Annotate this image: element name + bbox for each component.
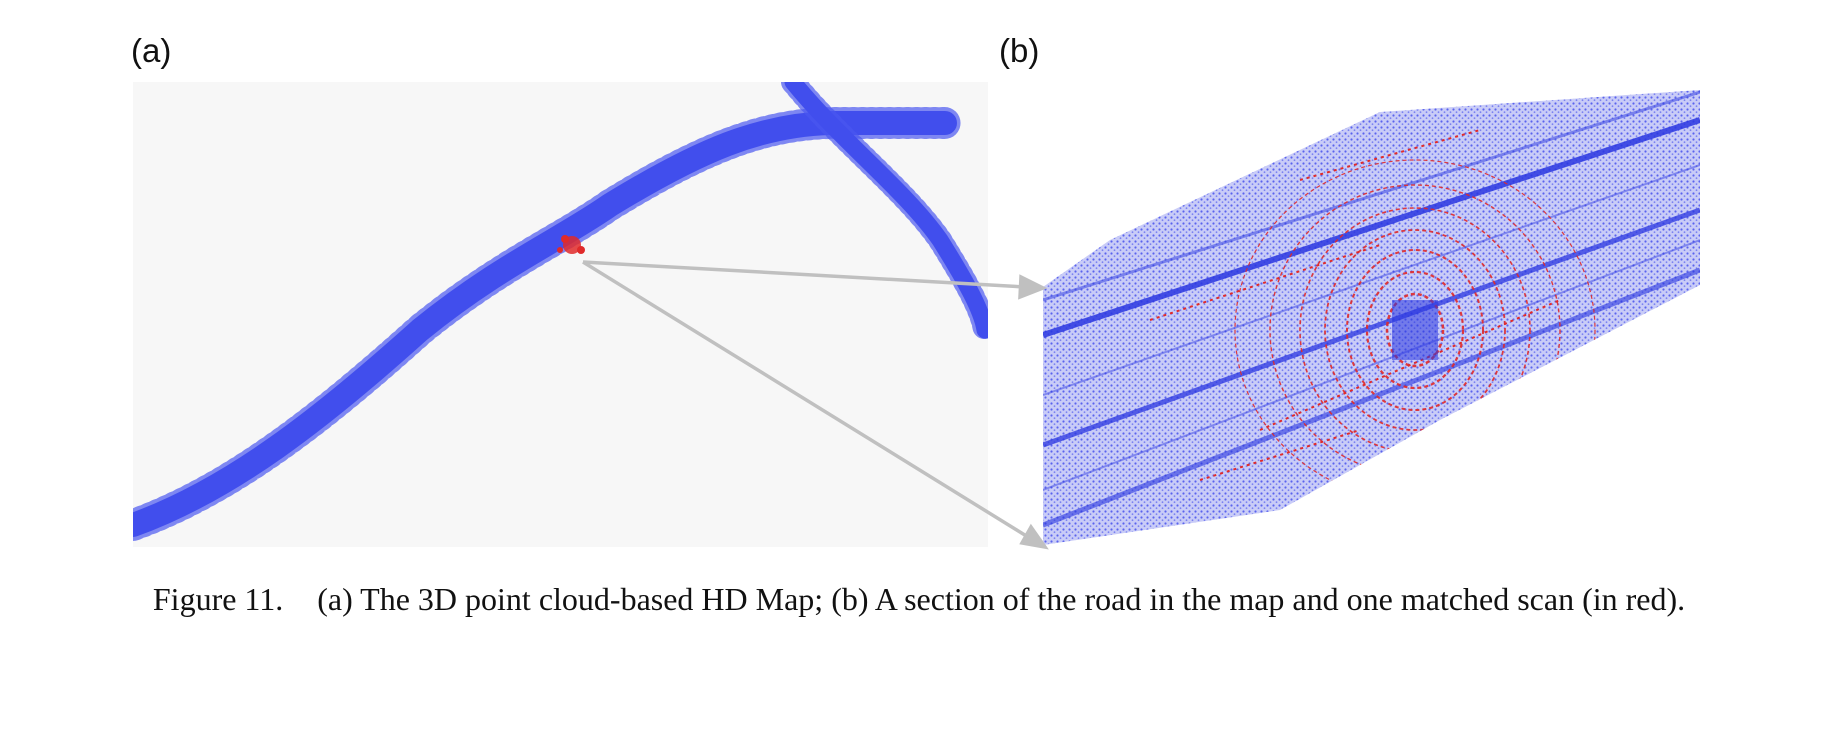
- zoomed-map-area: [1043, 90, 1700, 545]
- panel-a-label: (a): [131, 32, 172, 69]
- panel-b-label: (b): [999, 32, 1040, 69]
- scan-feature-lines: [1149, 129, 1561, 481]
- main-road-texture: [133, 107, 961, 541]
- zoom-arrow-lower-head: [1019, 523, 1049, 550]
- panel-a-map: [133, 82, 988, 541]
- vehicle-footprint: [1392, 300, 1438, 360]
- figure-number: Figure 11.: [152, 581, 284, 617]
- zoom-arrow-lower: [582, 260, 1029, 539]
- figure-caption: Figure 11. (a) The 3D point cloud-based H…: [60, 577, 1778, 621]
- branch-road-texture: [781, 82, 988, 342]
- matched-scan-location: [557, 235, 585, 254]
- panel-a-background: [133, 82, 988, 547]
- zoom-arrows: [582, 260, 1049, 550]
- panel-b-zoomed-section: [1043, 90, 1700, 545]
- zoom-arrow-upper: [582, 260, 1026, 289]
- caption-text: (a) The 3D point cloud-based HD Map; (b)…: [317, 581, 1686, 617]
- road-edge-lines: [1043, 90, 1700, 528]
- zoom-arrow-upper-head: [1018, 274, 1048, 300]
